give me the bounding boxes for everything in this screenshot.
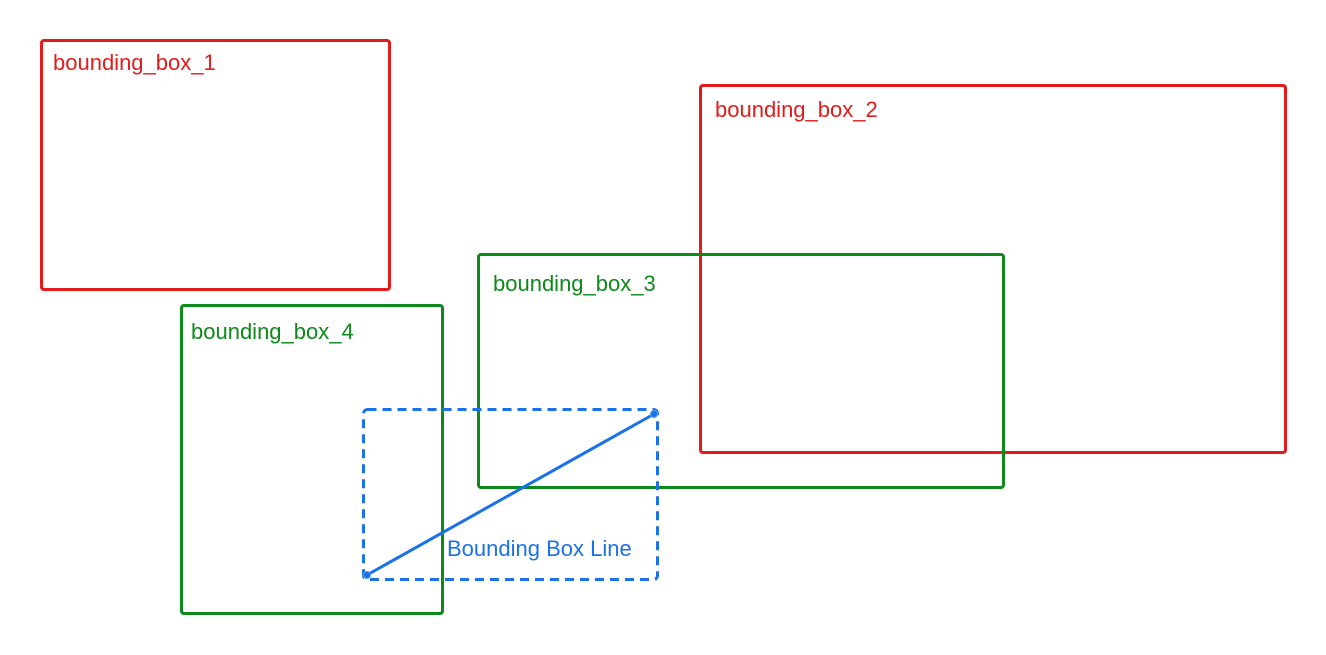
bounding-box-1-label: bounding_box_1 [53,50,216,75]
bounding-box-3-label: bounding_box_3 [493,271,656,296]
bounding-box-4 [180,304,444,615]
bounding-box-2-label: bounding_box_2 [715,97,878,122]
line-end-handle [650,410,658,418]
bounding-box-line-label: Bounding Box Line [447,536,632,561]
bounding-box-1 [40,39,391,291]
line-start-handle [363,571,371,579]
diagonal-line [366,412,655,577]
dashed-bounding-box [362,408,659,581]
bounding-box-3 [477,253,1005,489]
bounding-box-2 [699,84,1287,454]
bounding-box-4-label: bounding_box_4 [191,319,354,344]
